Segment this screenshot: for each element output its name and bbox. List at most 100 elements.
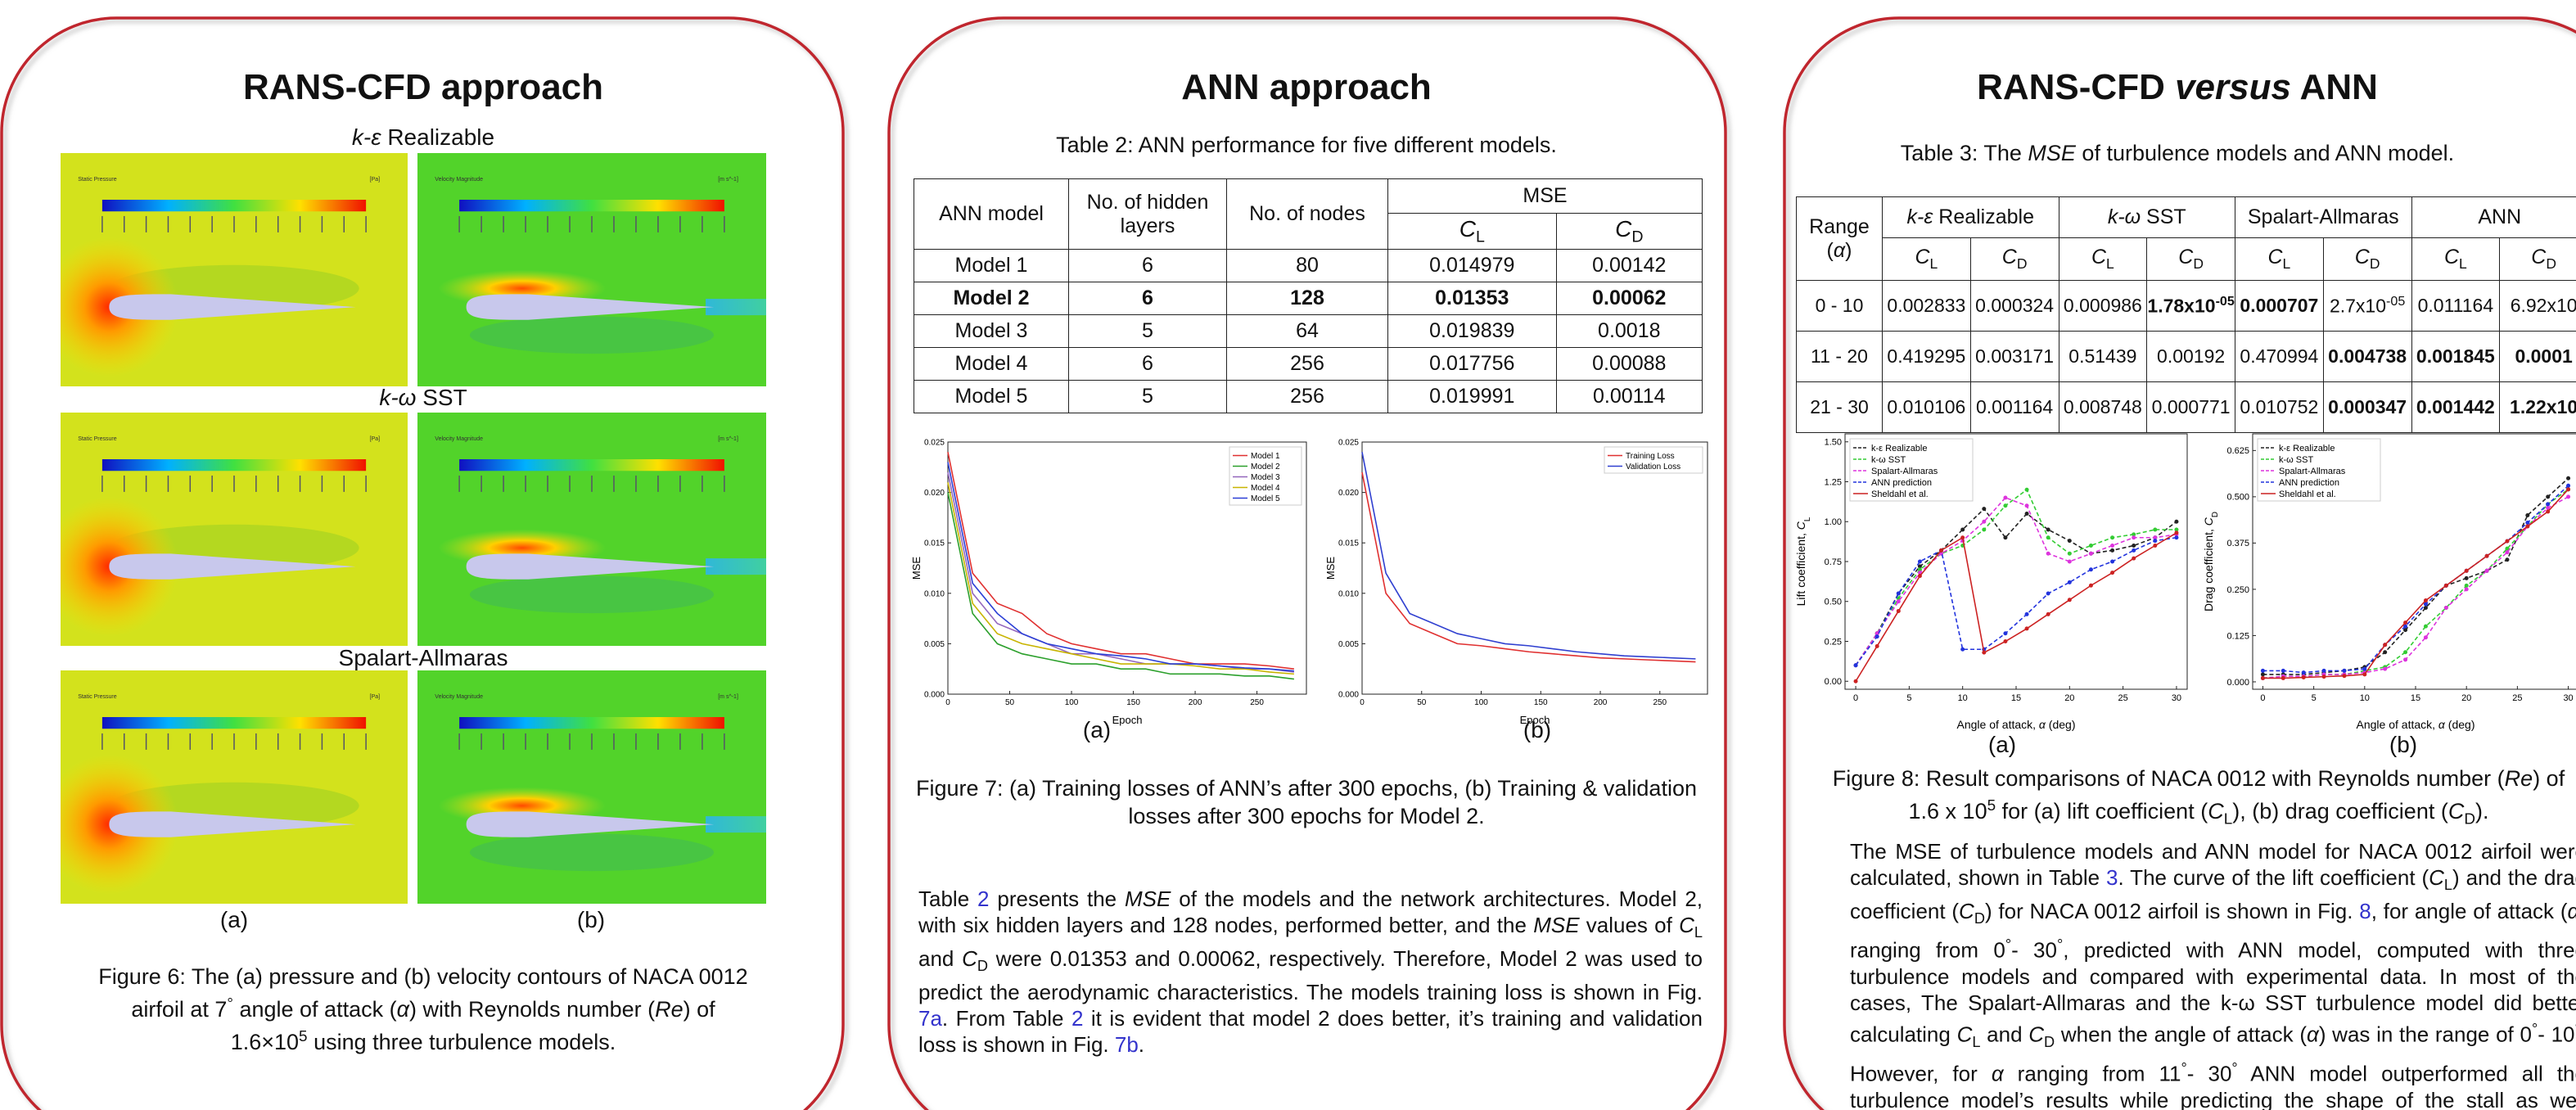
series-marker [2068,580,2072,584]
contour-image: Static Pressure[Pa] [61,670,408,904]
table-header: ANN model [914,179,1069,250]
text-run: Table 3: The [1901,141,2028,165]
text-run: C [2208,799,2224,823]
legend-label: Model 2 [1251,463,1280,472]
table-row: Model 35640.0198390.0018 [914,315,1703,348]
text-run: ). [2475,799,2489,823]
table-cell: 6 [1069,250,1227,282]
table-cell: Model 4 [914,348,1069,381]
text-run: 1.78x10 [2147,296,2215,317]
legend-label: Training Loss [1626,452,1675,461]
text-run: ( [1827,239,1834,262]
table-cell: 2.7x10-05 [2323,281,2411,332]
series-marker [1854,679,1858,684]
series-marker [1960,648,1965,652]
text-run: values of [1580,913,1680,937]
y-tick-label: 1.50 [1825,438,1842,448]
table-cell: 0.419295 [1883,332,1971,382]
table-cell: 0.000707 [2235,281,2324,332]
series-marker [2132,557,2136,561]
x-tick-label: 10 [1958,693,1968,703]
series-marker [1854,663,1858,667]
table-cell: 0.010752 [2235,382,2324,433]
y-tick-label: 0.000 [2226,678,2249,688]
table-cell: 1.22x10 [2500,382,2576,433]
series-line [2262,485,2568,672]
table-cell: 0.004738 [2323,332,2411,382]
y-tick-label: 0.015 [924,539,945,548]
chart: 0.0000.0050.0100.0150.0200.0250501001502… [909,435,1313,730]
colorbar-unit: [Pa] [370,436,381,442]
text-run: Realizable [381,124,495,150]
text-run: - 30 [2011,938,2057,963]
table-cell: Model 2 [914,282,1069,315]
table-header: ANN [2411,197,2576,238]
series-marker [1982,520,1986,524]
paragraph: The MSE of turbulence models and ANN mod… [1850,838,2576,1110]
text-run: Re [2505,766,2533,791]
legend-label: Spalart-Allmaras [1871,467,1938,476]
y-tick-label: 0.250 [2226,585,2249,595]
series-marker [2025,612,2029,616]
x-tick-label: 30 [2563,693,2573,703]
table-header: CL [2059,238,2147,281]
series-line [1856,509,2177,666]
contour-image: Static Pressure[Pa] [61,413,408,646]
table-header: MSE [1388,179,1703,214]
table-cell: 0.00062 [1556,282,1702,315]
text-run: -05 [2216,294,2235,309]
text-run: SST [416,385,467,410]
series-marker [2261,676,2265,680]
text-run: 5 [299,1028,308,1045]
series-marker [2089,544,2093,548]
series-line [1856,490,2177,666]
x-tick-label: 200 [1189,698,1202,707]
legend-label: k-ω SST [2279,455,2313,465]
x-tick-label: 0 [1360,698,1365,707]
series-marker [2383,650,2387,654]
text-run: C [2429,865,2444,890]
sub-label: (a) [1961,732,2043,758]
series-marker [2132,548,2136,553]
series-marker [2046,552,2050,556]
series-marker [2546,509,2550,513]
text-run: L [1694,924,1703,941]
text-run: Re [655,997,683,1022]
table-header: Spalart-Allmaras [2235,197,2412,238]
text-run: ranging from 11 [2004,1062,2181,1086]
series-marker [2025,626,2029,630]
table-header: k-ω SST [2059,197,2235,238]
x-tick-label: 20 [2064,693,2074,703]
x-tick-label: 0 [945,698,950,707]
text-run: C [1679,913,1694,937]
legend-label: Spalart-Allmaras [2279,467,2346,476]
series-marker [1875,634,1879,638]
series-marker [2362,672,2366,676]
paragraph: Table 2 presents the MSE of the models a… [918,886,1703,1058]
series-marker [2110,535,2114,539]
table-row: Range(α)k-ε Realizablek-ω SSTSpalart-All… [1797,197,2576,238]
text-run: C [2028,1022,2044,1047]
table-cell: 0.010106 [1883,382,1971,433]
row-label: Spalart-Allmaras [0,645,846,671]
contour-field [470,834,714,872]
text-run: Table [918,887,977,911]
table-cell: 128 [1227,282,1388,315]
text-run: 2 [1071,1006,1083,1031]
y-axis-label: Drag coefficient, CD [2202,512,2220,611]
text-run: C [2267,246,2282,268]
series-marker [2046,528,2050,532]
series-marker [2132,544,2136,548]
colorbar-unit: [Pa] [370,694,381,700]
x-tick-label: 150 [1126,698,1140,707]
text-run: . [1139,1032,1144,1057]
table-header: CD [2147,238,2235,281]
text-run: C [1915,246,1929,268]
series-marker [2153,528,2157,532]
text-run: α [397,997,409,1022]
table-header: Range(α) [1797,197,1883,281]
text-run: Realizable [1933,205,2034,228]
series-marker [1897,609,1901,613]
text-run: 7b [1115,1032,1139,1057]
